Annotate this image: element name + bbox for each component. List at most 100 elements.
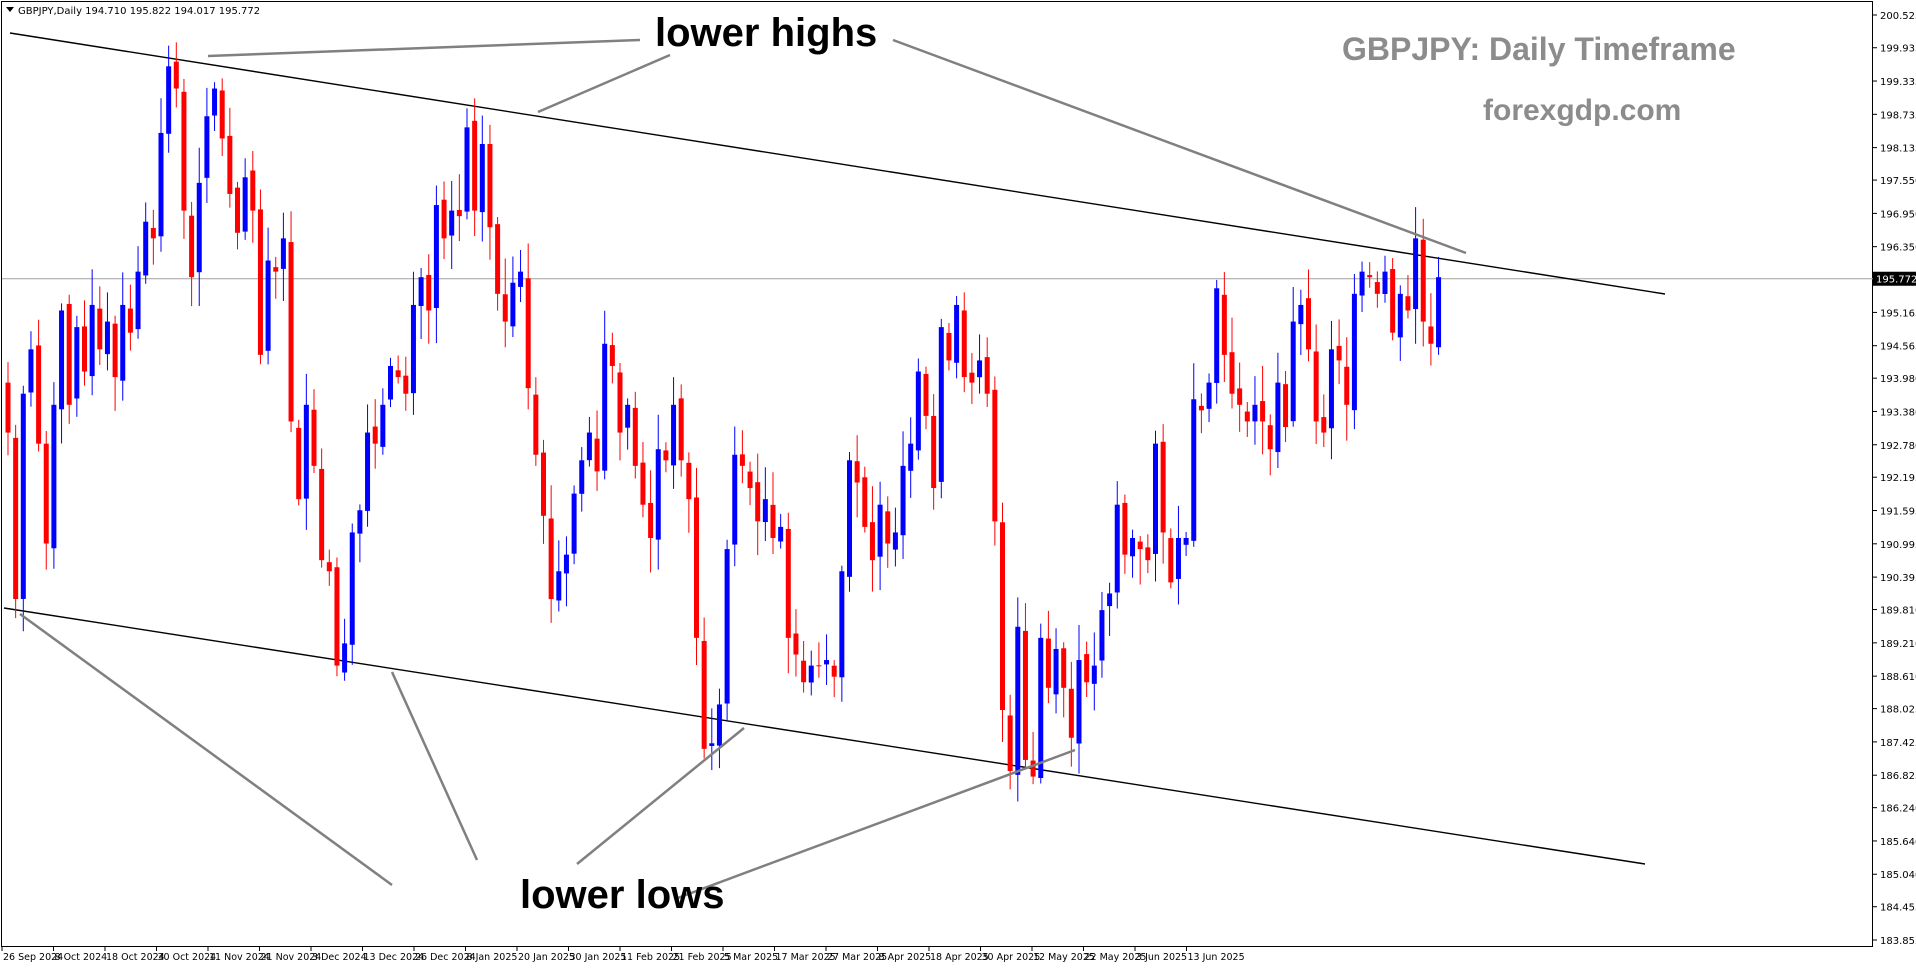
- candle-body: [1436, 277, 1442, 348]
- candle-body: [869, 522, 875, 561]
- candle-body: [1214, 288, 1220, 383]
- candle-body: [1122, 502, 1128, 555]
- candle-body: [808, 665, 814, 683]
- candle-body: [1030, 760, 1036, 777]
- candle: [1283, 370, 1289, 443]
- candle: [1153, 430, 1158, 582]
- candle: [219, 78, 225, 157]
- candle: [625, 398, 631, 450]
- candle: [1328, 320, 1334, 460]
- candle: [250, 151, 256, 243]
- x-tick-label: 3 Jun 2025: [1136, 952, 1187, 963]
- candle-body: [1198, 405, 1204, 411]
- x-tick-label: 5 Mar 2025: [724, 952, 778, 963]
- candle-body: [1283, 384, 1289, 428]
- x-tick-label: 26 Dec 2024: [415, 952, 476, 963]
- candle-body: [824, 660, 830, 665]
- price-axis: 200.525 199.935 199.335 198.735 198.135 197.5…: [1873, 11, 1916, 947]
- candle: [196, 147, 202, 307]
- candle: [931, 394, 937, 510]
- candle-body: [1229, 352, 1235, 394]
- x-tick-label: 30 Oct 2024: [158, 952, 217, 963]
- candle: [724, 539, 730, 721]
- candle-body: [671, 404, 677, 466]
- candle-body: [931, 415, 937, 489]
- x-tick-label: 11 Nov 2024: [209, 952, 270, 963]
- candle-body: [242, 177, 248, 232]
- candle: [43, 430, 49, 570]
- candle: [1229, 317, 1235, 409]
- y-tick-label: 196.950: [1880, 209, 1916, 220]
- candle: [181, 79, 187, 239]
- candle-body: [487, 143, 493, 228]
- candle: [74, 315, 80, 417]
- candle: [150, 209, 156, 265]
- candle-body: [1175, 537, 1181, 579]
- candle: [426, 254, 432, 344]
- candle-body: [311, 409, 317, 466]
- candle: [311, 389, 317, 473]
- candle: [854, 435, 860, 518]
- candle: [1336, 319, 1342, 385]
- candle: [1191, 363, 1197, 547]
- x-tick-label: 18 Oct 2024: [106, 952, 165, 963]
- candle-body: [502, 294, 508, 322]
- upper-trendline: [9, 32, 1666, 295]
- y-tick-label: 197.550: [1880, 176, 1916, 187]
- candle-body: [816, 665, 822, 667]
- candle-body: [510, 282, 516, 327]
- candle-body: [938, 327, 944, 482]
- chart-title-watermark: GBPJPY: Daily Timeframe: [1342, 31, 1736, 67]
- candle: [1137, 535, 1143, 585]
- candle-body: [533, 394, 539, 455]
- candle: [648, 470, 654, 573]
- candle-body: [778, 526, 784, 542]
- candle: [257, 189, 263, 365]
- y-tick-label: 184.455: [1880, 903, 1916, 914]
- plot-frame: [1, 1, 1873, 947]
- candle-body: [1298, 304, 1304, 325]
- candle: [824, 634, 830, 685]
- chart-menu-triangle-icon[interactable]: [6, 7, 14, 12]
- y-tick-label: 186.825: [1880, 771, 1916, 782]
- candle-body: [219, 90, 225, 139]
- candle-body: [625, 404, 631, 428]
- candle: [1252, 376, 1258, 445]
- candle: [954, 295, 960, 379]
- candle: [1367, 262, 1373, 288]
- candle: [242, 158, 248, 240]
- candle: [326, 549, 332, 586]
- candle: [671, 377, 677, 489]
- candle-body: [571, 493, 577, 554]
- candle-body: [739, 454, 745, 466]
- candle-body: [456, 209, 462, 217]
- candle: [1175, 505, 1181, 605]
- candle-body: [862, 477, 868, 527]
- candle-body: [801, 660, 807, 683]
- candle-body: [663, 450, 669, 461]
- annotation-pointer-layer: [19, 38, 1467, 901]
- y-tick-label: 198.135: [1880, 144, 1916, 155]
- candle: [709, 708, 715, 771]
- lower-highs-pointer-1: [207, 38, 641, 58]
- candle: [678, 384, 684, 477]
- candle: [984, 337, 990, 407]
- candle-body: [449, 210, 455, 236]
- candle: [502, 258, 508, 348]
- candle: [1390, 258, 1396, 341]
- candle: [609, 332, 615, 384]
- candle: [816, 642, 822, 678]
- candle: [923, 366, 929, 430]
- candle-body: [1221, 294, 1227, 355]
- candle: [1298, 289, 1304, 355]
- candle-body: [433, 205, 439, 309]
- candle-body: [632, 407, 638, 466]
- candle: [563, 536, 569, 607]
- candle-body: [36, 345, 42, 444]
- candle-body: [556, 571, 562, 601]
- candle: [877, 481, 883, 591]
- candle-body: [212, 88, 218, 116]
- candle: [579, 447, 585, 512]
- candle: [189, 201, 195, 307]
- candle: [1000, 502, 1005, 742]
